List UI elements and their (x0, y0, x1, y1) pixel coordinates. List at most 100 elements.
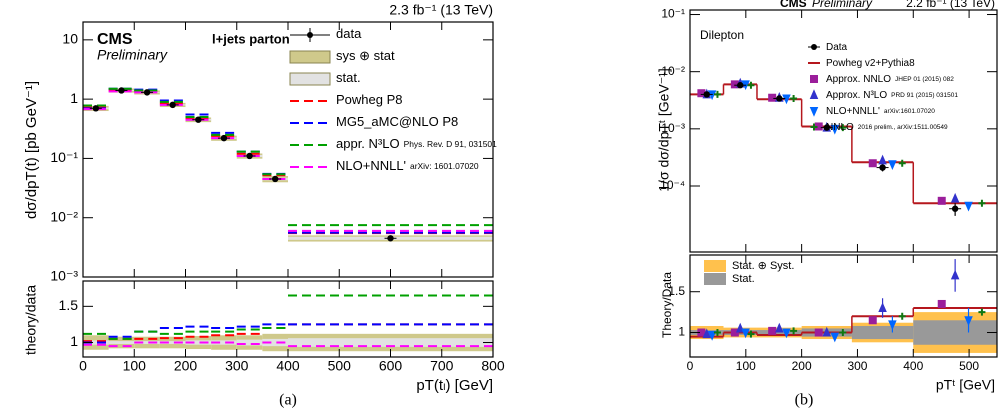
legend-name: Stat. ⊕ Syst. (732, 260, 794, 272)
theory-marker (950, 269, 960, 280)
y-tick-label: 10⁻³ (50, 268, 78, 284)
legend-ref: 2016 prelim., arXiv:1511.00549 (858, 124, 948, 131)
y-tick-label: 10 (62, 31, 78, 47)
theory-marker (888, 320, 897, 331)
theory-marker (822, 326, 832, 337)
theory-marker (814, 328, 823, 337)
legend-swatch (704, 260, 726, 272)
theory-marker (868, 316, 877, 325)
uncertainty-band (211, 340, 237, 345)
legend-ref: arXiv: 1601.07020 (410, 161, 479, 171)
theory-marker (713, 329, 721, 337)
legend-swatch (810, 123, 818, 131)
theory-marker (868, 159, 877, 168)
theory-marker (937, 299, 946, 308)
x-tick-label: 500 (328, 358, 352, 374)
legend-label: Stat. (732, 273, 755, 285)
legend-swatch (307, 32, 313, 38)
theory-marker (768, 326, 777, 335)
uncertainty-band (288, 338, 493, 347)
data-point (703, 91, 710, 98)
x-tick-label: 0 (687, 359, 694, 373)
uncertainty-band (108, 341, 135, 344)
x-tick-label: 300 (847, 359, 867, 373)
y-tick-label: 10⁻² (661, 64, 685, 78)
legend-swatch (810, 75, 818, 83)
data-point (220, 134, 228, 142)
data-point (951, 205, 959, 212)
plot-frame (689, 9, 998, 253)
y-tick-label: 10⁻³ (661, 121, 685, 135)
legend-swatch (289, 50, 331, 64)
legend-name: Approx. NNLO (826, 74, 891, 85)
theory-marker (964, 201, 973, 212)
x-tick-label: 100 (736, 359, 756, 373)
legend-name: Stat. (732, 273, 755, 285)
data-point (118, 87, 125, 94)
legend-label: sys ⊕ stat (336, 48, 395, 63)
x-tick-label: 300 (225, 358, 249, 374)
y-tick-label: 10⁻⁴ (660, 178, 685, 192)
data-point (879, 164, 886, 171)
theory-marker (978, 199, 986, 207)
caption: (a) (279, 392, 297, 409)
plot-frame (689, 254, 998, 358)
legend-name: MG5_aMC@NLO P8 (336, 114, 458, 129)
legend-name: Data (826, 42, 848, 53)
legend-label: NLO+NNLL' arXiv:1601.07020 (826, 106, 935, 117)
legend-label: appr. N³LO Phys. Rev. D 91, 031501 (336, 136, 497, 151)
theory-marker (937, 196, 946, 205)
legend-swatch (289, 72, 331, 86)
uncertainty-band (185, 340, 212, 345)
theory-marker (878, 302, 887, 313)
legend-name: stat. (336, 70, 361, 85)
theory-marker (898, 312, 906, 320)
x-tick-label: 600 (379, 358, 403, 374)
y-tick-label: 1.5 (668, 284, 685, 298)
data-point (387, 235, 394, 242)
legend-label: NNLO 2016 prelim., arXiv:1511.00549 (826, 122, 948, 133)
legend-label: Approx. NNLO JHEP 01 (2015) 082 (826, 74, 954, 85)
uncertainty-band (262, 338, 288, 347)
annotation: Dilepton (700, 28, 744, 42)
caption: (b) (795, 392, 814, 409)
data-point (92, 105, 100, 112)
data-point (195, 116, 202, 123)
x-tick-label: 800 (481, 358, 505, 374)
x-tick-label: 400 (276, 358, 300, 374)
theory-marker (839, 329, 847, 337)
plot-frame (82, 280, 494, 358)
data-point (271, 175, 279, 183)
data-point (143, 89, 151, 96)
legend-name: Powheg v2+Pythia8 (826, 58, 915, 69)
legend-label: data (336, 26, 362, 41)
data-point (169, 101, 176, 109)
data-point (776, 95, 783, 102)
y-tick-label: 10⁻¹ (661, 7, 685, 21)
theory-marker (730, 328, 739, 337)
theory-marker (713, 90, 721, 98)
legend-ref: JHEP 01 (2015) 082 (895, 76, 954, 83)
experiment-label: CMS (780, 0, 807, 10)
legend-swatch (704, 273, 726, 285)
legend-swatch (809, 89, 819, 99)
legend-label: Powheg P8 (336, 92, 403, 107)
legend-name: appr. N³LO (336, 136, 400, 151)
theory-marker (830, 332, 840, 343)
x-tick-label: 200 (174, 358, 198, 374)
theory-marker (950, 192, 960, 203)
data-point (737, 82, 744, 89)
legend-label: MG5_aMC@NLO P8 (336, 114, 458, 129)
plot-frame (82, 21, 494, 278)
legend-name: NNLO (826, 122, 854, 133)
plot-area (690, 77, 997, 216)
x-tick-label: 400 (903, 359, 923, 373)
theory-marker (702, 328, 712, 339)
legend-name: Approx. N³LO (826, 90, 887, 101)
status-label: Preliminary (812, 0, 873, 10)
legend-label: NLO+NNLL' arXiv: 1601.07020 (336, 158, 479, 173)
data-point (246, 152, 253, 160)
legend-ref: arXiv:1601.07020 (884, 108, 935, 115)
uncertainty-band (756, 330, 802, 335)
